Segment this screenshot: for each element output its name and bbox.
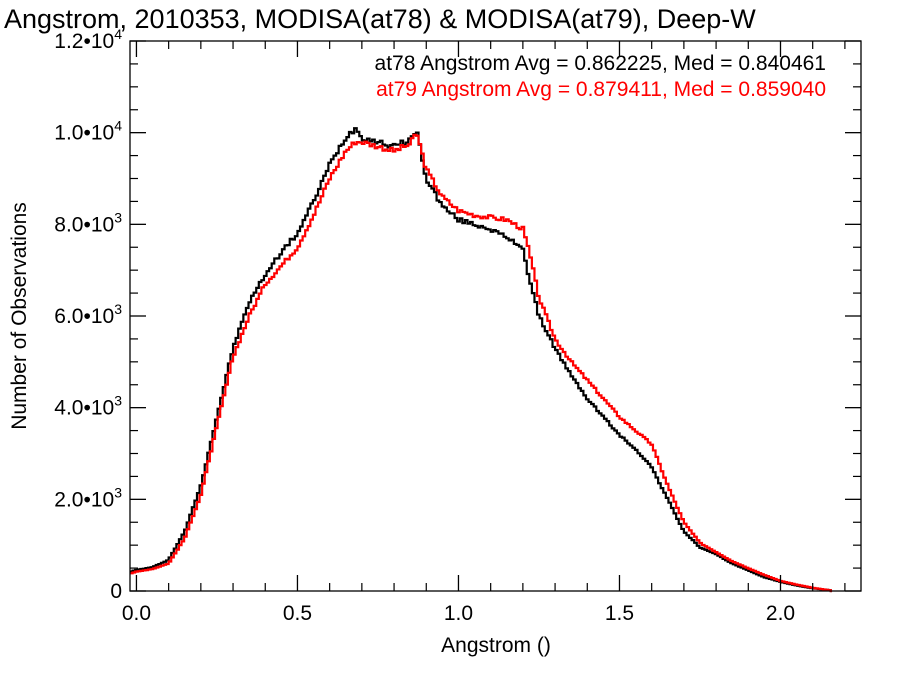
y-tick-exponent: 4: [114, 118, 122, 134]
series-line-at78: [130, 127, 833, 593]
y-tick-label: 2.0•103: [54, 484, 122, 511]
y-tick-exponent: 3: [114, 301, 122, 317]
legend-entry-at79: at79 Angstrom Avg = 0.879411, Med = 0.85…: [376, 78, 826, 101]
y-tick-mantissa: 2.0•10: [54, 488, 114, 511]
y-tick-label: 8.0•103: [54, 209, 122, 236]
y-tick-exponent: 3: [114, 209, 122, 225]
y-axis-label: Number of Observations: [8, 202, 31, 430]
y-tick-exponent: 3: [114, 393, 122, 409]
series-layer: [130, 127, 833, 593]
y-tick-label: 1.0•104: [54, 118, 122, 145]
legend-entry-at78: at78 Angstrom Avg = 0.862225, Med = 0.84…: [375, 52, 826, 75]
y-tick-mantissa: 1.2•10: [54, 30, 114, 53]
x-axis-label: Angstrom (): [441, 634, 551, 657]
y-tick-label: 4.0•103: [54, 393, 122, 420]
y-tick-exponent: 4: [114, 26, 122, 42]
ticks-layer: 0.0 0.5 1.0 1.5 2.002.0•1034.0•1036.0•1038.0…: [54, 26, 861, 625]
x-tick-label: 0.5: [283, 602, 312, 625]
x-tick-label: 1.5: [605, 602, 634, 625]
series-line-at79: [130, 133, 833, 593]
y-tick-mantissa: 6.0•10: [54, 305, 114, 328]
legend: at78 Angstrom Avg = 0.862225, Med = 0.84…: [375, 52, 826, 101]
x-tick-label: 1.0: [444, 602, 473, 625]
y-tick-mantissa: 4.0•10: [54, 397, 114, 420]
y-tick-mantissa: 1.0•10: [54, 122, 114, 145]
x-tick-label: 2.0: [766, 602, 795, 625]
y-tick-mantissa: 8.0•10: [54, 213, 114, 236]
plot-frame: [129, 40, 862, 592]
y-tick-label: 0: [110, 580, 122, 603]
y-tick-label: 1.2•104: [54, 26, 122, 53]
x-tick-label: 0.0: [122, 602, 151, 625]
y-tick-label: 6.0•103: [54, 301, 122, 328]
chart-title: Angstrom, 2010353, MODISA(at78) & MODISA…: [4, 4, 756, 34]
y-tick-exponent: 3: [114, 484, 122, 500]
